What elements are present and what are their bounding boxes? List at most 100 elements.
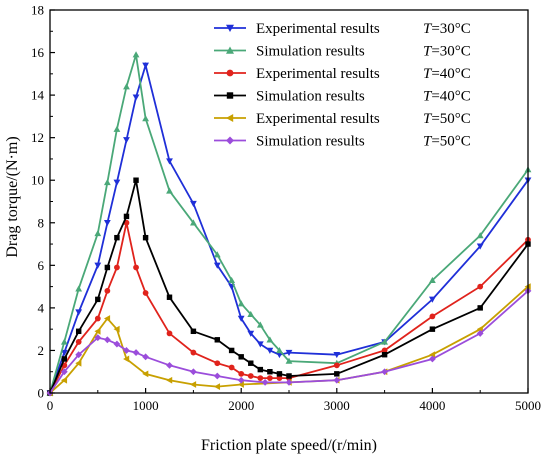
data-point	[142, 234, 149, 241]
data-point	[60, 349, 68, 356]
legend-label: Simulation results	[256, 44, 365, 60]
data-point	[142, 115, 149, 122]
data-point	[104, 287, 111, 294]
data-point	[476, 232, 484, 239]
data-point	[166, 361, 173, 369]
data-point	[104, 264, 111, 271]
legend-temperature: T=50°C	[423, 134, 471, 150]
data-point	[60, 338, 68, 345]
data-point	[166, 376, 173, 384]
data-point	[142, 370, 149, 378]
data-point	[75, 328, 82, 335]
x-axis-title: Friction plate speed/(r/min)	[201, 437, 377, 454]
data-point	[276, 371, 283, 377]
data-point	[75, 285, 83, 292]
data-point	[237, 315, 245, 322]
data-point	[381, 347, 388, 354]
data-point	[142, 290, 149, 296]
legend-entry-6: Simulation results T=50°C	[214, 134, 471, 150]
legend-entry-2: Simulation results T=30°C	[214, 44, 471, 60]
data-point	[476, 325, 483, 333]
data-point	[226, 92, 234, 99]
series-6	[46, 287, 532, 397]
data-point	[333, 376, 341, 384]
y-tick-label: 0	[38, 386, 45, 401]
data-point	[226, 46, 234, 54]
data-point	[213, 372, 221, 380]
series-line	[49, 179, 529, 394]
data-point	[476, 243, 484, 250]
data-point	[237, 381, 244, 388]
data-point	[123, 83, 130, 90]
series-3	[47, 219, 531, 396]
data-point	[94, 262, 102, 269]
data-point	[226, 69, 234, 77]
y-tick-label: 8	[38, 215, 45, 230]
data-point	[213, 383, 221, 391]
data-point	[226, 24, 234, 32]
data-point	[266, 336, 274, 343]
data-point	[266, 347, 274, 354]
y-tick-label: 6	[38, 258, 45, 273]
data-point	[142, 353, 149, 361]
x-tick-label: 2000	[228, 398, 254, 413]
data-point	[429, 313, 436, 320]
y-tick-label: 14	[31, 88, 45, 103]
data-point	[429, 326, 436, 332]
legend-temperature: T=40°C	[423, 89, 471, 105]
data-point	[429, 351, 436, 359]
data-point	[166, 187, 173, 194]
data-point	[247, 373, 254, 379]
data-point	[476, 330, 484, 337]
data-point	[190, 381, 197, 388]
data-point	[94, 334, 102, 342]
data-point	[334, 371, 340, 377]
data-point	[75, 309, 83, 316]
data-point	[381, 351, 388, 358]
series-2	[46, 51, 532, 396]
axes-layer: 0 1000 2000 3000 4000 5000 0 2 4 6 8 10 12 14 16 18	[31, 3, 541, 414]
data-point	[103, 178, 111, 186]
data-point	[113, 340, 121, 348]
data-point	[132, 94, 140, 101]
x-tick-label: 1000	[133, 398, 159, 413]
series-line	[49, 61, 529, 394]
data-point	[213, 251, 221, 258]
data-point	[61, 356, 68, 362]
data-point	[429, 276, 436, 283]
data-point	[333, 362, 340, 369]
data-point	[276, 375, 283, 381]
data-point	[226, 114, 234, 122]
data-point	[285, 349, 293, 356]
data-point	[132, 51, 140, 58]
data-point	[114, 264, 120, 271]
data-point	[286, 373, 292, 379]
data-point	[123, 213, 130, 220]
data-point	[114, 234, 120, 241]
y-tick-label: 4	[38, 300, 45, 315]
data-point	[238, 370, 245, 377]
legend-entry-5: Experimental results T=50°C	[214, 111, 471, 127]
legend-label: Experimental results	[256, 66, 380, 82]
data-point	[103, 336, 111, 344]
legend: Experimental results T=30°C Simulation res…	[214, 21, 471, 150]
data-point	[94, 315, 101, 322]
data-point	[477, 305, 483, 311]
data-point	[228, 276, 236, 283]
data-point	[94, 230, 102, 237]
x-tick-label: 3000	[324, 398, 350, 413]
data-point	[166, 294, 173, 300]
data-point	[267, 369, 273, 375]
x-tick-label: 4000	[419, 398, 445, 413]
data-point	[257, 375, 264, 381]
data-point	[75, 351, 83, 359]
data-point	[190, 200, 197, 208]
data-point	[113, 125, 121, 132]
x-tick-label: 5000	[515, 398, 541, 413]
data-point	[123, 137, 130, 144]
data-point	[381, 338, 388, 345]
legend-temperature: T=40°C	[423, 66, 471, 82]
legend-label: Experimental results	[256, 111, 380, 127]
legend-temperature: T=30°C	[423, 21, 471, 37]
